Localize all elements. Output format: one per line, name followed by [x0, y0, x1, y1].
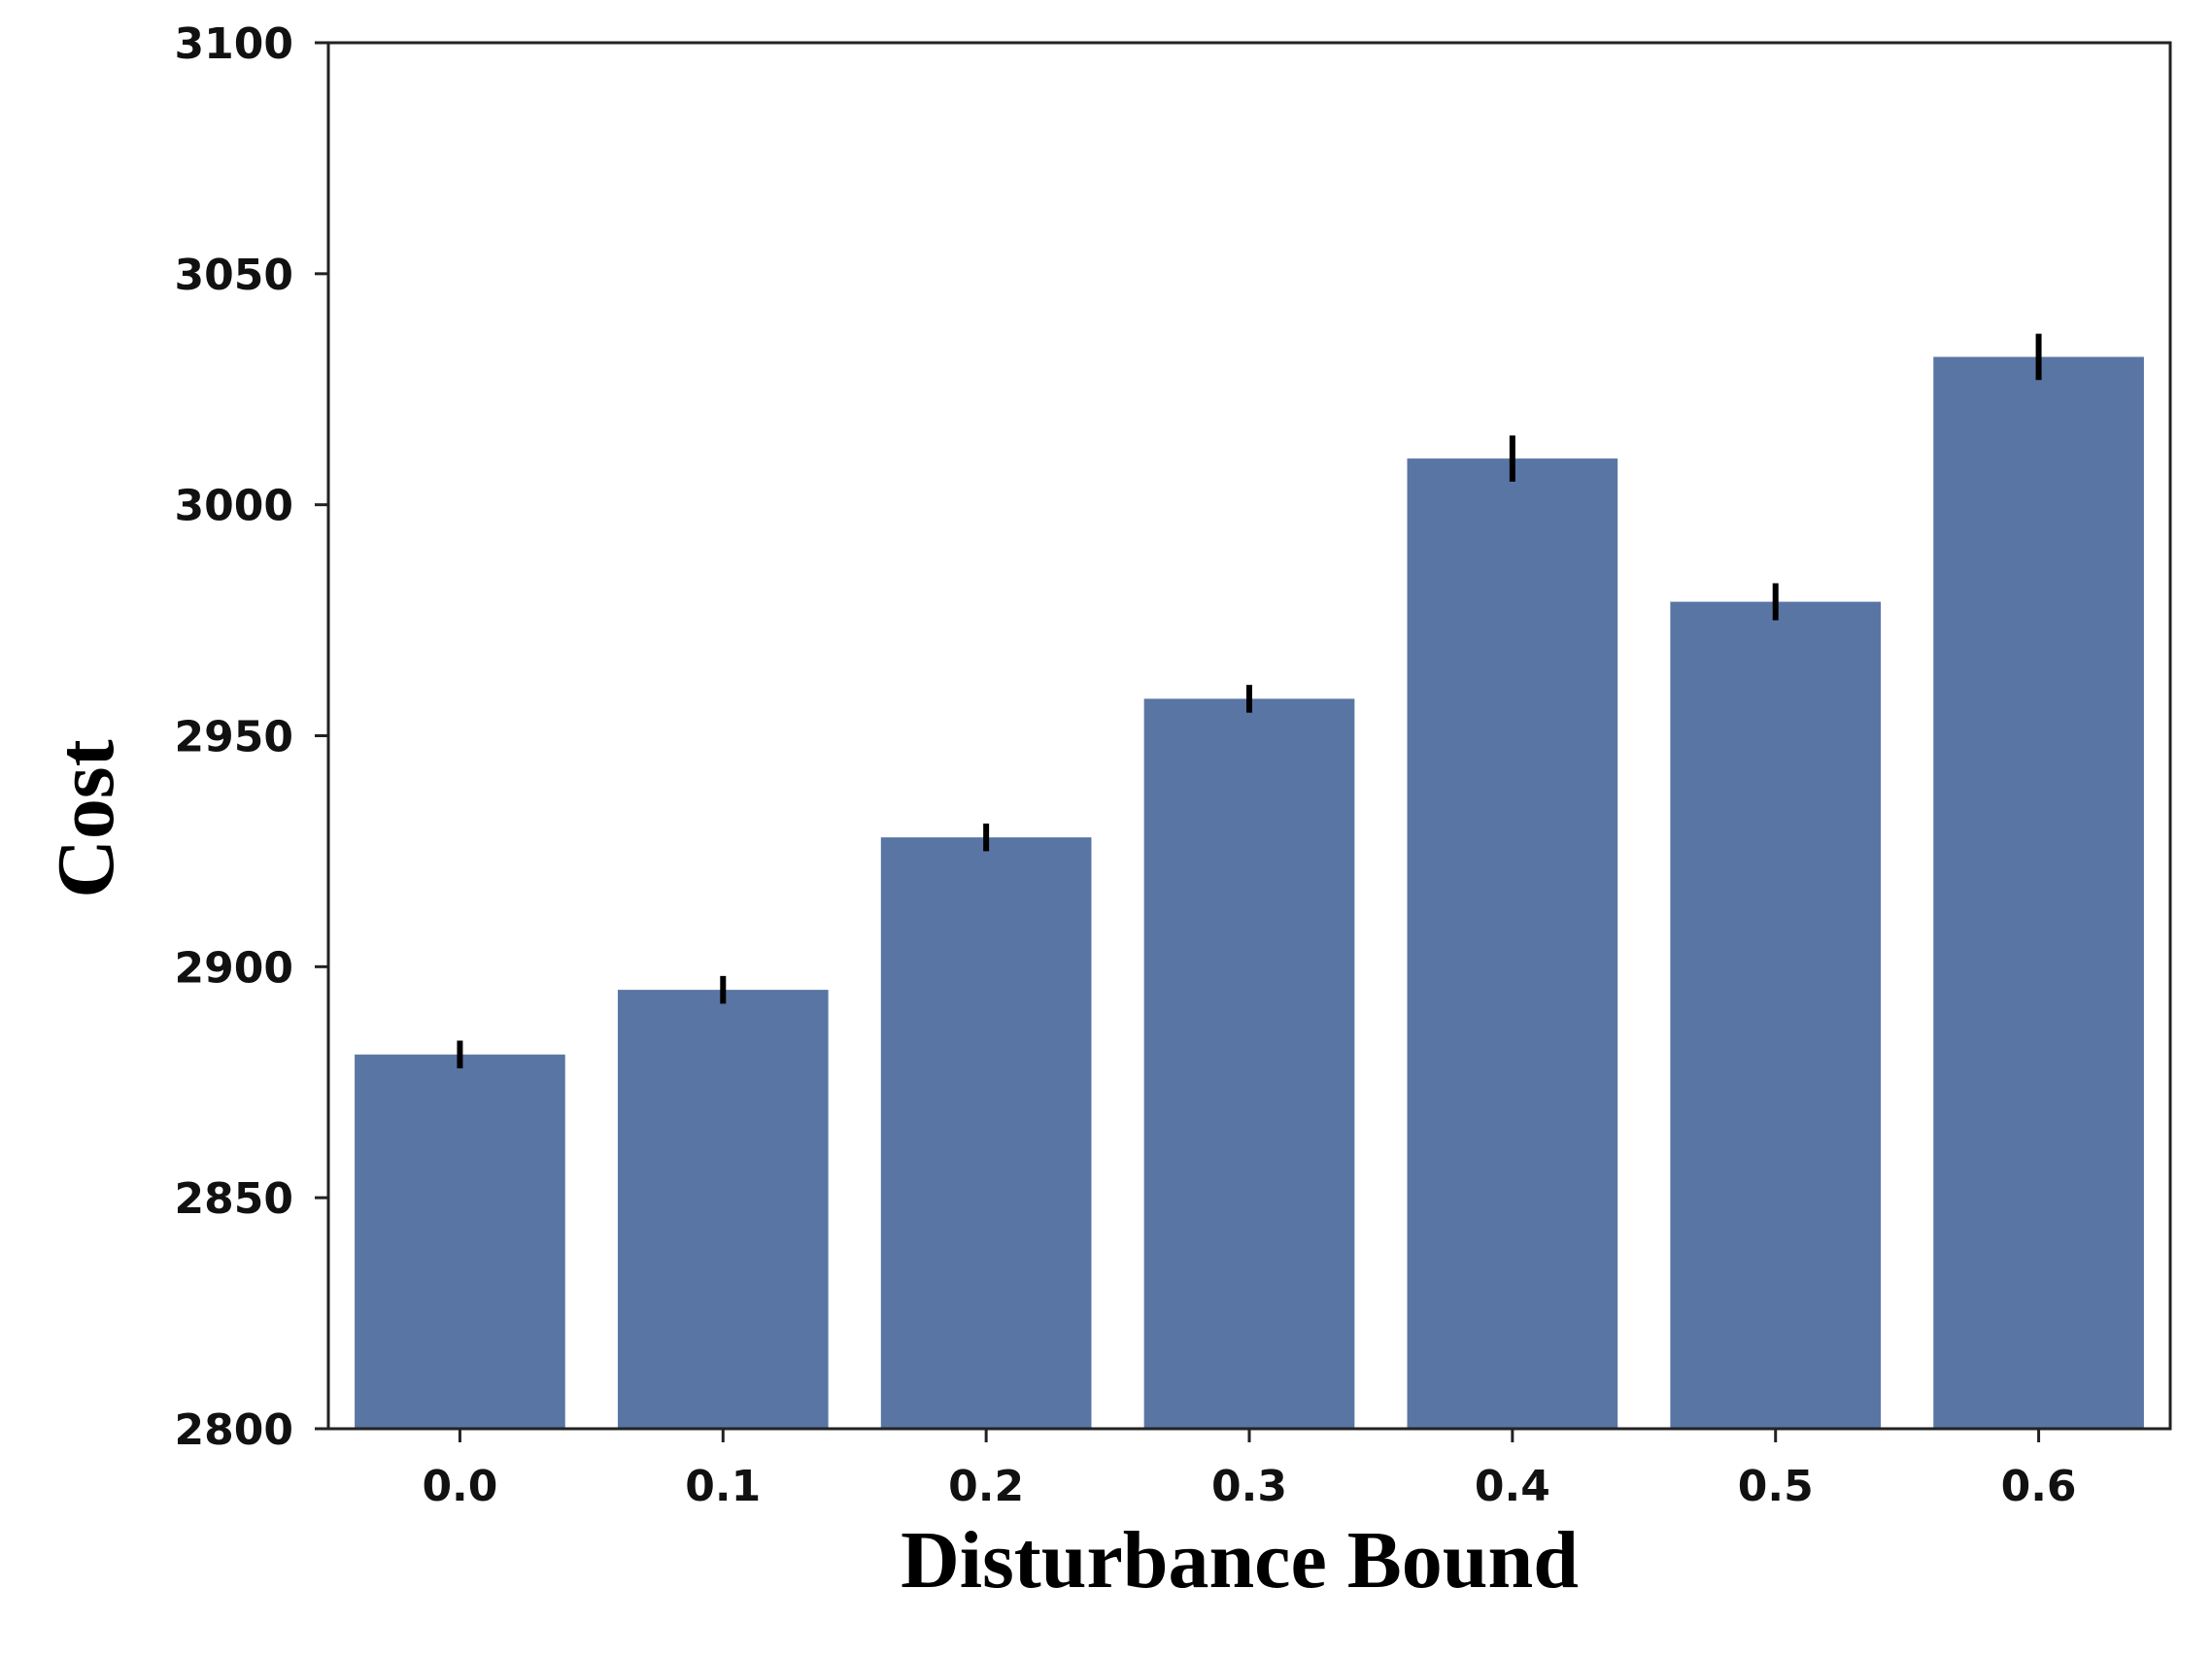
x-axis-title: Disturbance Bound [901, 1515, 1579, 1605]
y-tick-label: 3100 [175, 19, 293, 69]
bar-0.2 [880, 837, 1092, 1429]
error-bars-group [457, 333, 2042, 1068]
x-axis: 0.0 0.1 0.2 0.3 0.4 0.5 0.6 [422, 1429, 2077, 1511]
bars-group [355, 356, 2144, 1430]
y-tick-label: 2900 [175, 943, 293, 993]
bar-0.1 [617, 990, 829, 1429]
y-tick-label: 2850 [175, 1174, 293, 1224]
bar-0.4 [1407, 458, 1618, 1430]
bar-0.6 [1933, 356, 2144, 1429]
bar-0.3 [1143, 698, 1355, 1429]
x-tick-label: 0.1 [685, 1462, 761, 1511]
y-axis-title: Cost [41, 739, 131, 897]
y-tick-label: 2950 [175, 713, 293, 762]
x-tick-label: 0.0 [422, 1462, 497, 1511]
x-tick-label: 0.3 [1211, 1462, 1287, 1511]
x-tick-label: 0.2 [948, 1462, 1024, 1511]
x-tick-label: 0.5 [1738, 1462, 1814, 1511]
x-tick-label: 0.6 [2001, 1462, 2077, 1511]
y-axis: 2800 2850 2900 2950 3000 3050 3100 [175, 19, 328, 1455]
bar-0.0 [355, 1054, 565, 1429]
y-tick-label: 3000 [175, 482, 293, 531]
x-tick-label: 0.4 [1475, 1462, 1550, 1511]
y-tick-label: 3050 [175, 251, 293, 300]
y-tick-label: 2800 [175, 1405, 293, 1455]
bar-0.5 [1670, 601, 1882, 1429]
